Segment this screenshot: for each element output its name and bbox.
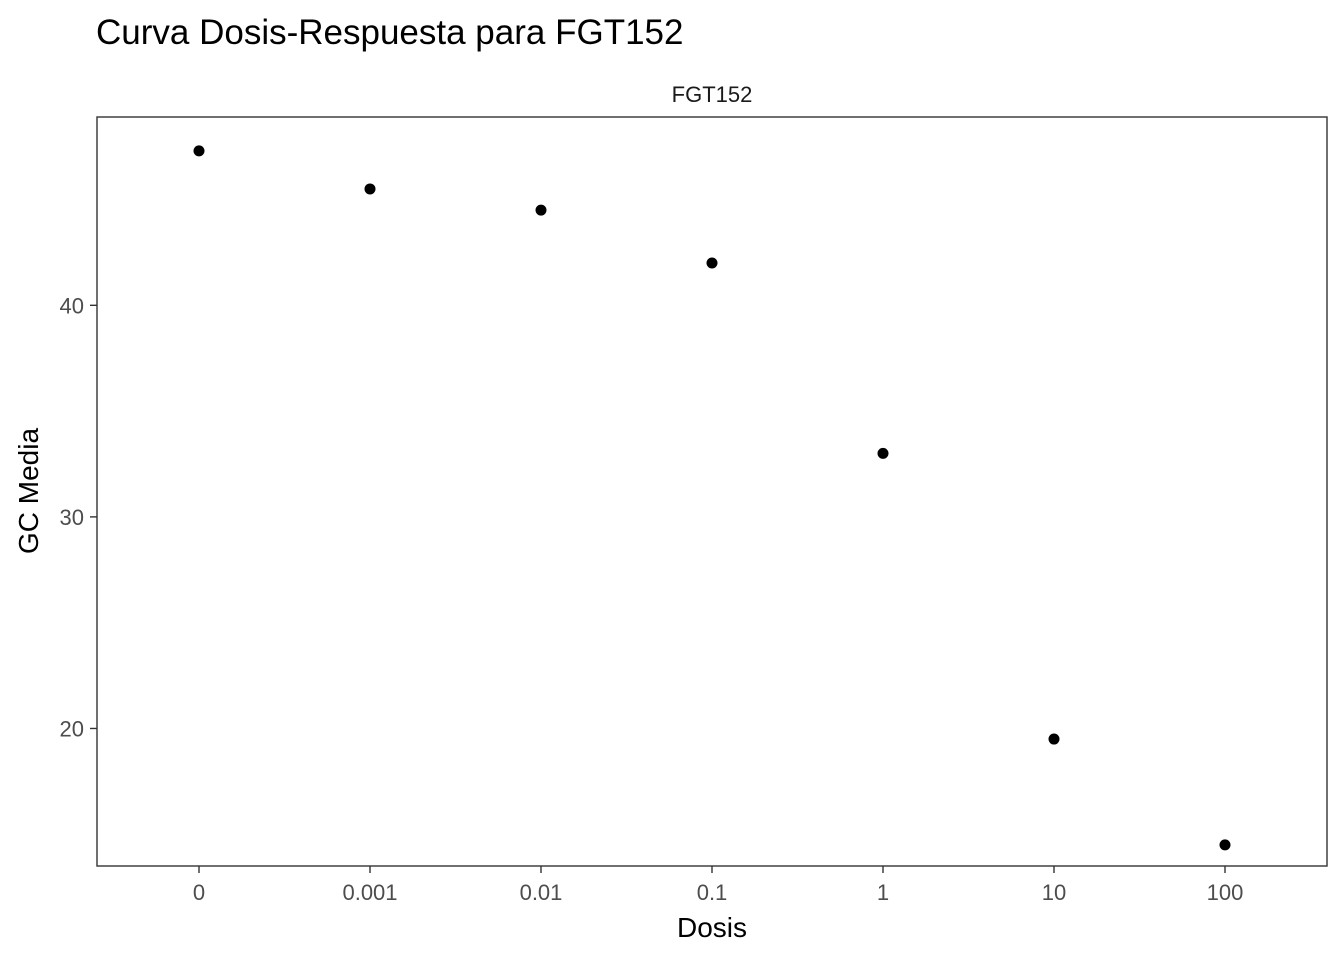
x-axis-title: Dosis [677,912,747,943]
data-point [1219,839,1231,851]
data-points [193,145,1231,851]
data-point [364,183,376,195]
x-tick-label: 100 [1207,880,1244,905]
facet-strip-label: FGT152 [672,82,753,107]
x-axis: 0 0.001 0.01 0.1 1 10 100 [193,866,1243,905]
data-point [877,447,889,459]
plot-panel [96,116,1328,867]
data-point [1048,733,1060,745]
y-tick-label: 20 [60,716,84,741]
y-tick-label: 40 [60,293,84,318]
chart-title: Curva Dosis-Respuesta para FGT152 [96,13,683,52]
x-tick-label: 10 [1042,880,1066,905]
y-tick-label: 30 [60,505,84,530]
y-axis-title: GC Media [13,428,44,554]
x-tick-label: 0.01 [520,880,563,905]
y-axis: 20 30 40 [60,293,97,741]
data-point [193,145,205,157]
data-point [706,257,718,269]
x-tick-label: 1 [877,880,889,905]
x-tick-label: 0.1 [697,880,728,905]
x-tick-label: 0 [193,880,205,905]
x-tick-label: 0.001 [342,880,397,905]
data-point [535,204,547,216]
